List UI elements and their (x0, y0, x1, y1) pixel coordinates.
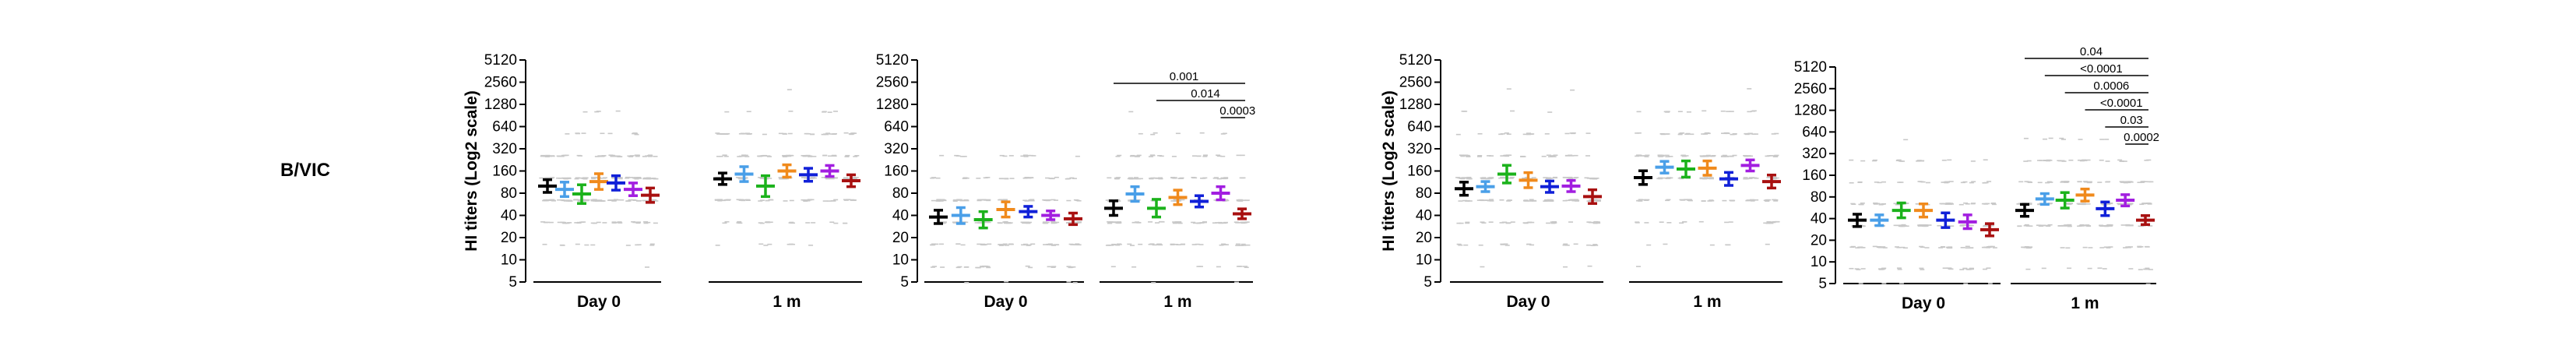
x-tick-label: 1 m (772, 293, 801, 311)
x-tick-label: 1 m (2071, 294, 2099, 312)
y-tick-label: 1280 (1399, 97, 1432, 113)
y-tick-label: 40 (1811, 211, 1827, 227)
x-tick-label: Day 0 (1902, 294, 1945, 312)
panel-2: 5 10 20 40 80 160 320 640 1280 2560 5120 Day 0 1 m 0.… (876, 52, 1255, 311)
p-value-label: 0.0006 (2093, 79, 2129, 93)
y-axis-title: HI titers (Log2 scale) (463, 90, 480, 252)
y-tick-label: 640 (884, 119, 909, 136)
y-tick-label: 1280 (1794, 103, 1827, 119)
y-tick-label: 2560 (876, 75, 909, 91)
y-tick-label: 80 (892, 185, 909, 202)
y-tick-label: 80 (1416, 185, 1432, 202)
y-tick-label: 160 (492, 164, 517, 180)
y-tick-label: 40 (1416, 208, 1432, 224)
x-tick-label: 1 m (1163, 293, 1191, 311)
p-value-label: <0.0001 (2100, 97, 2143, 110)
y-tick-label: 2560 (1399, 75, 1432, 91)
panel-1: 5 10 20 40 80 160 320 640 1280 2560 5120 HI titers … (463, 52, 862, 311)
p-value-label: 0.04 (2080, 45, 2103, 58)
y-axis-title: HI titers (Log2 scale) (1380, 90, 1398, 252)
y-tick-label: 160 (1802, 167, 1827, 184)
y-tick-label: 160 (884, 164, 909, 180)
y-tick-label: 40 (892, 208, 909, 224)
y-tick-label: 5 (509, 274, 517, 291)
y-tick-label: 1280 (484, 97, 517, 113)
y-tick-label: 10 (1416, 252, 1432, 269)
p-value-label: <0.0001 (2080, 62, 2123, 76)
y-tick-label: 320 (884, 141, 909, 157)
y-tick-label: 640 (492, 119, 517, 136)
y-tick-label: 20 (1811, 232, 1827, 248)
y-tick-label: 2560 (484, 75, 517, 91)
y-tick-label: 1280 (876, 97, 909, 113)
y-tick-label: 5120 (484, 52, 517, 69)
y-tick-label: 160 (1407, 164, 1432, 180)
y-tick-label: 20 (501, 230, 517, 246)
y-tick-label: 5120 (1399, 52, 1432, 69)
y-tick-label: 320 (1802, 146, 1827, 162)
y-tick-label: 640 (1407, 119, 1432, 136)
x-tick-label: 1 m (1693, 293, 1721, 311)
y-tick-label: 10 (501, 252, 517, 269)
y-tick-label: 320 (492, 141, 517, 157)
p-value-label: 0.0003 (1219, 104, 1255, 118)
y-tick-label: 5 (1818, 276, 1827, 292)
panel-3: 5 10 20 40 80 160 320 640 1280 2560 5120 HI titers … (1380, 52, 1782, 311)
x-tick-label: Day 0 (984, 293, 1027, 311)
y-tick-label: 320 (1407, 141, 1432, 157)
y-tick-label: 40 (501, 208, 517, 224)
p-value-label: 0.0002 (2124, 131, 2159, 144)
y-tick-label: 10 (1811, 254, 1827, 270)
p-value-label: 0.001 (1170, 70, 1199, 83)
row-label: B/VIC (280, 160, 330, 181)
y-tick-label: 5120 (1794, 59, 1827, 76)
y-tick-label: 640 (1802, 124, 1827, 140)
p-value-label: 0.03 (2120, 114, 2143, 127)
y-tick-label: 80 (1811, 189, 1827, 206)
panel-4: 5 10 20 40 80 160 320 640 1280 2560 5120 Day 0 1 m 0.… (1794, 45, 2159, 312)
y-tick-label: 20 (1416, 230, 1432, 246)
y-tick-label: 2560 (1794, 81, 1827, 97)
x-tick-label: Day 0 (1506, 293, 1550, 311)
y-tick-label: 5 (900, 274, 909, 291)
y-tick-label: 80 (501, 185, 517, 202)
x-tick-label: Day 0 (577, 293, 621, 311)
y-tick-label: 5 (1423, 274, 1432, 291)
y-tick-label: 10 (892, 252, 909, 269)
p-value-label: 0.014 (1191, 87, 1220, 100)
y-tick-label: 5120 (876, 52, 909, 69)
y-tick-label: 20 (892, 230, 909, 246)
